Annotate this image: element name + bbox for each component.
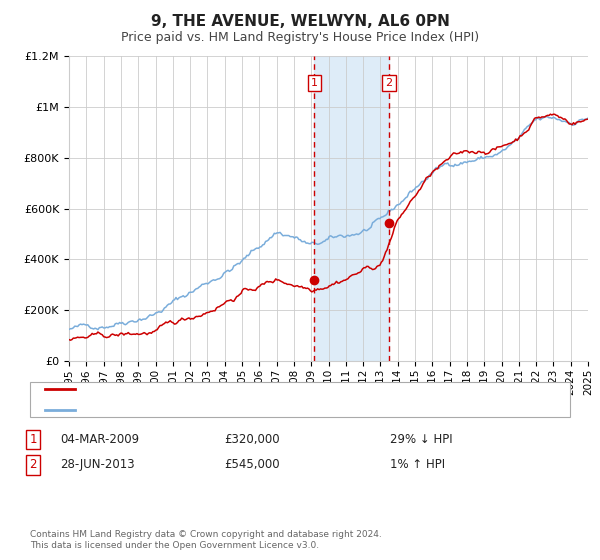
Text: 04-MAR-2009: 04-MAR-2009	[60, 433, 139, 446]
Text: Price paid vs. HM Land Registry's House Price Index (HPI): Price paid vs. HM Land Registry's House …	[121, 31, 479, 44]
Text: 2: 2	[385, 78, 392, 88]
Bar	[314, 56, 389, 361]
Text: 29% ↓ HPI: 29% ↓ HPI	[390, 433, 452, 446]
Text: 9, THE AVENUE, WELWYN, AL6 0PN (detached house): 9, THE AVENUE, WELWYN, AL6 0PN (detached…	[78, 385, 374, 394]
Text: 1: 1	[311, 78, 317, 88]
Text: HPI: Average price, detached house, Welwyn Hatfield: HPI: Average price, detached house, Welw…	[78, 405, 375, 414]
Text: This data is licensed under the Open Government Licence v3.0.: This data is licensed under the Open Gov…	[30, 541, 319, 550]
Text: 9, THE AVENUE, WELWYN, AL6 0PN: 9, THE AVENUE, WELWYN, AL6 0PN	[151, 14, 449, 29]
Text: 2: 2	[29, 458, 37, 472]
Text: 28-JUN-2013: 28-JUN-2013	[60, 458, 134, 472]
Text: £320,000: £320,000	[224, 433, 280, 446]
Text: 1: 1	[29, 433, 37, 446]
Text: Contains HM Land Registry data © Crown copyright and database right 2024.: Contains HM Land Registry data © Crown c…	[30, 530, 382, 539]
Text: £545,000: £545,000	[224, 458, 280, 472]
Text: 1% ↑ HPI: 1% ↑ HPI	[390, 458, 445, 472]
